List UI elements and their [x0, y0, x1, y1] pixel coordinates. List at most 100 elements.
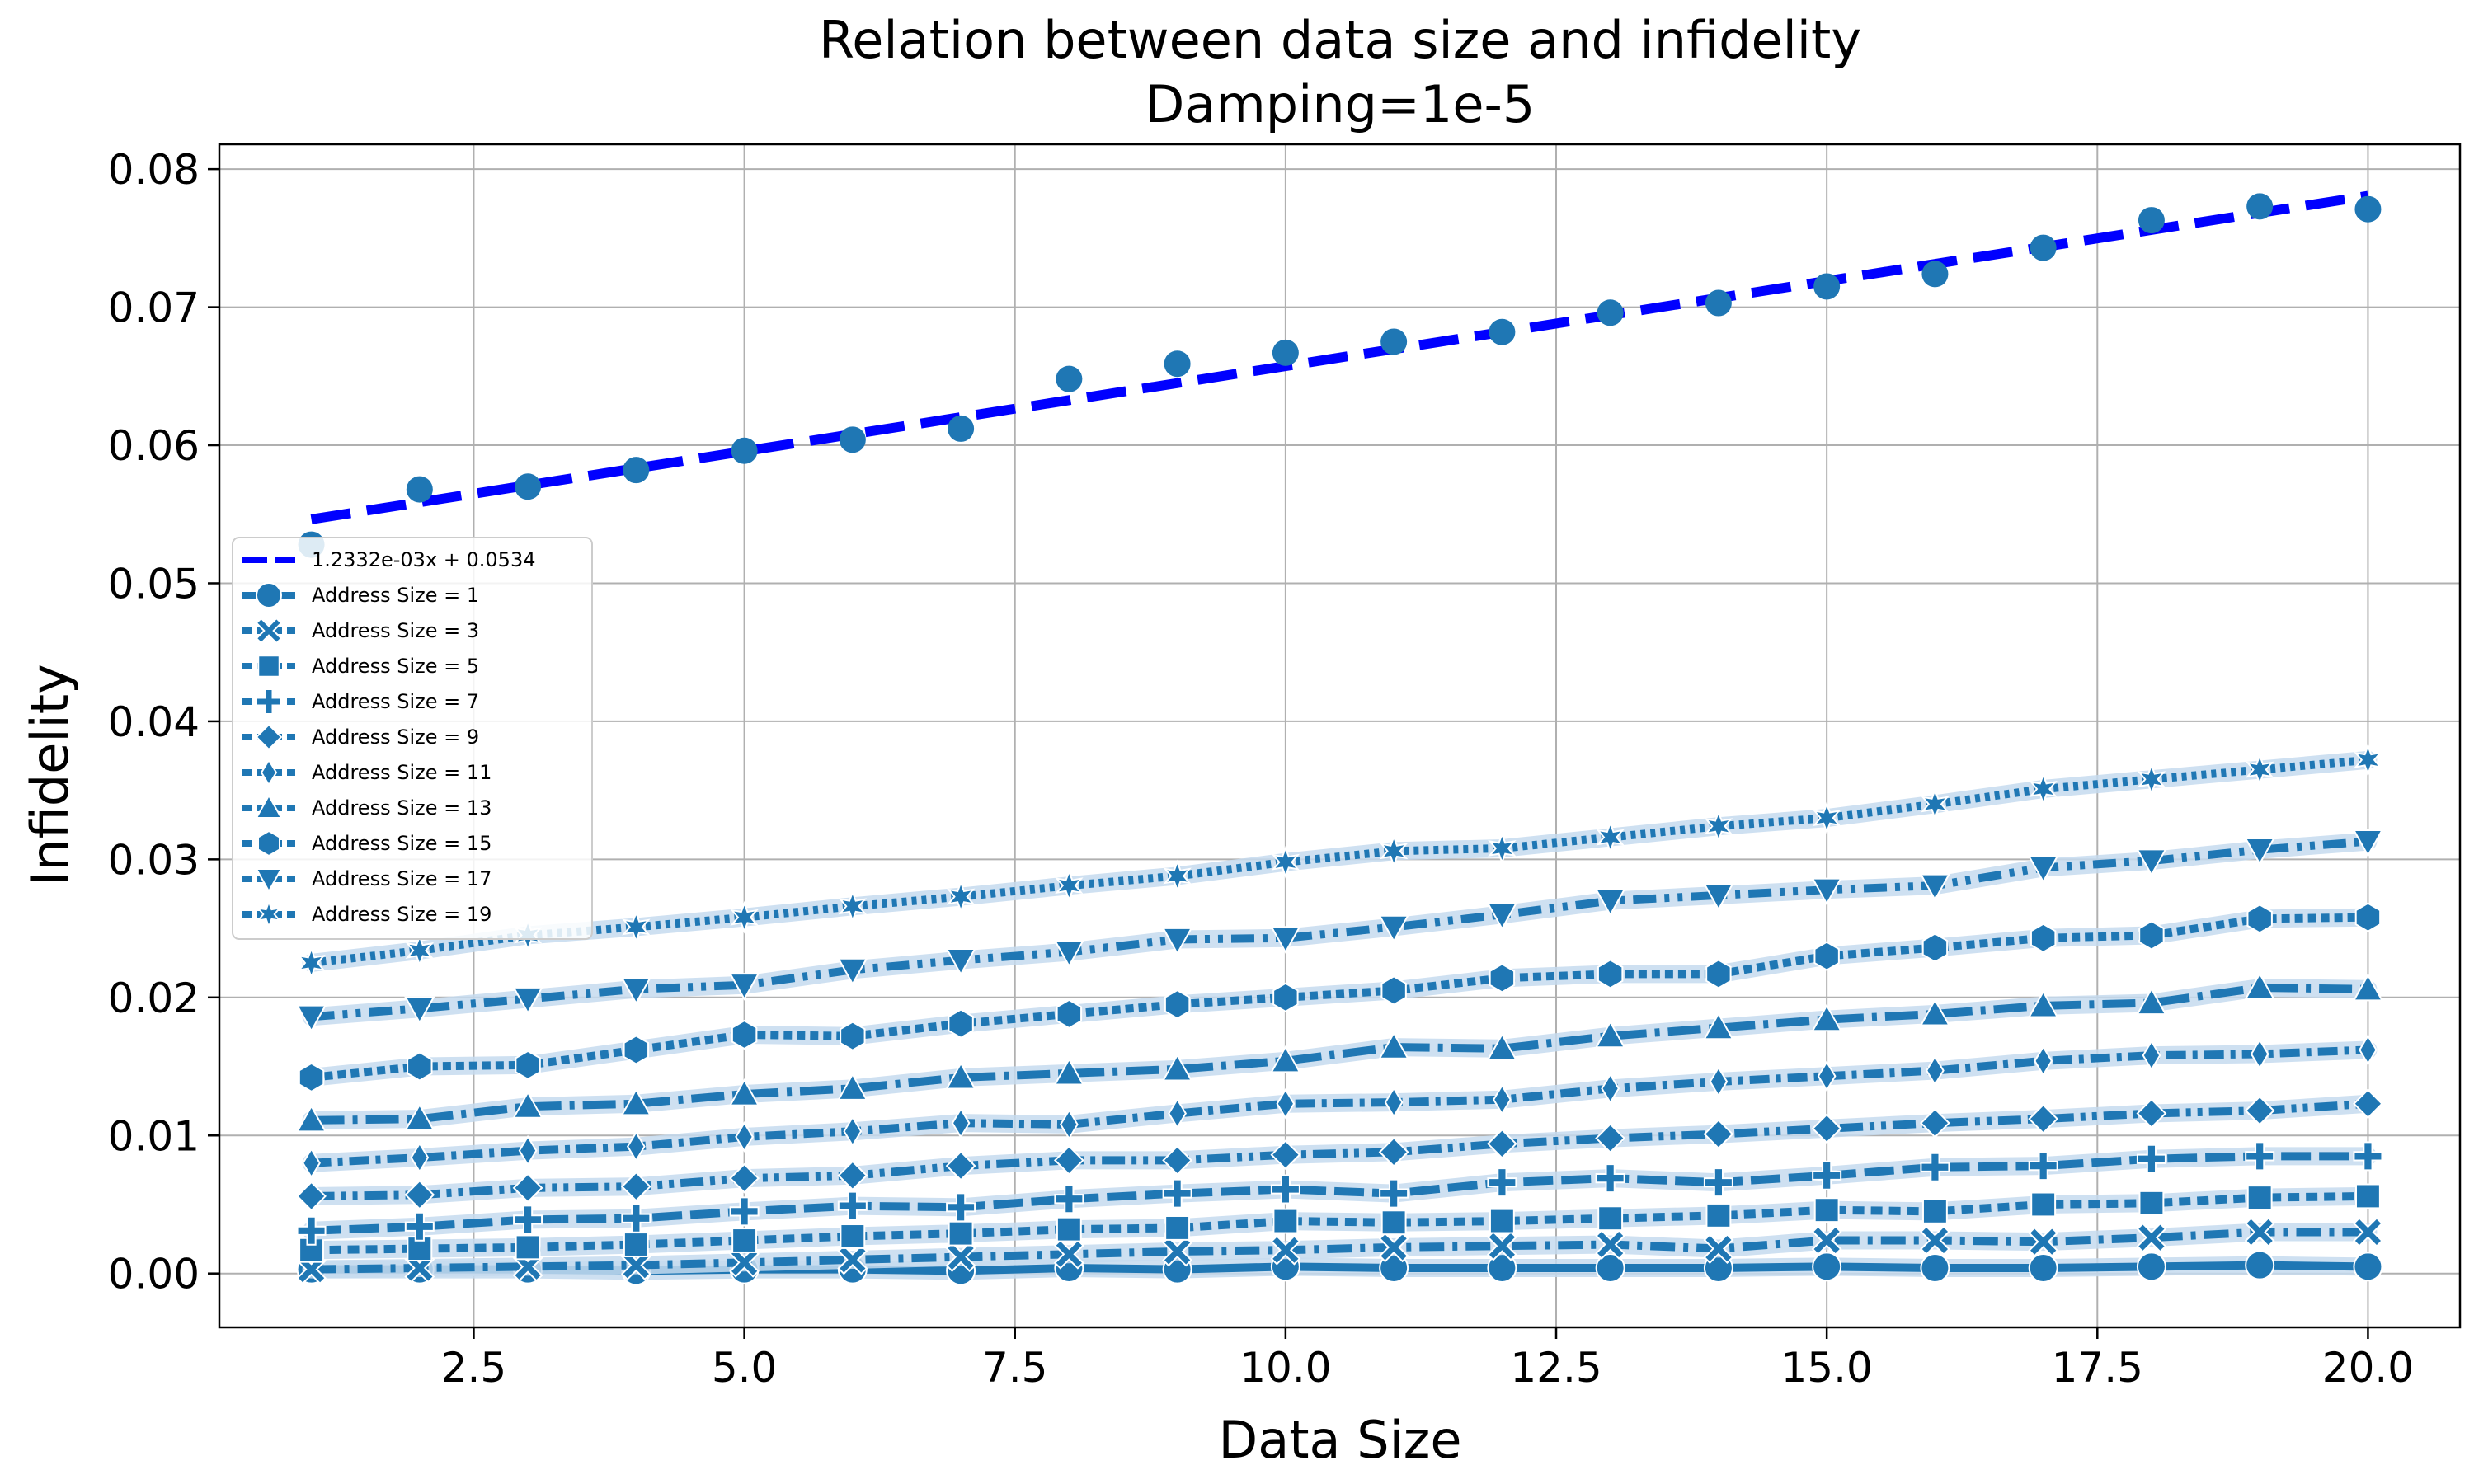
scatter-point	[2246, 193, 2274, 220]
series-point	[1926, 1054, 1945, 1087]
series-address-size-5	[299, 1183, 2381, 1263]
scatter-point	[2354, 195, 2382, 223]
series-point	[2136, 1222, 2167, 1253]
series-point	[1595, 1252, 1625, 1283]
series-point	[2245, 753, 2274, 787]
series-point	[2028, 1252, 2058, 1283]
series-point	[407, 1051, 433, 1082]
series-point	[837, 1073, 868, 1101]
x-tick-label: 10.0	[1239, 1344, 1331, 1392]
series-line	[311, 1191, 2368, 1255]
legend-entry: Address Size = 7	[242, 688, 479, 715]
series-layer	[295, 743, 2384, 1286]
series-point	[731, 1019, 758, 1050]
series-point	[843, 1115, 863, 1148]
series-point	[729, 1162, 760, 1194]
series-point	[1270, 1174, 1300, 1205]
series-point	[1378, 1031, 1409, 1059]
series-point	[946, 1192, 976, 1223]
series-point	[1271, 845, 1300, 879]
scatter-point	[623, 457, 650, 484]
series-point	[2353, 1217, 2383, 1247]
chart-subtitle: Damping=1e-5	[1145, 74, 1536, 134]
series-point	[1595, 1123, 1626, 1154]
series-point	[1164, 989, 1191, 1020]
series-point	[837, 957, 868, 986]
series-point	[1597, 959, 1624, 989]
series-point	[2138, 920, 2165, 951]
series-line	[311, 913, 2368, 1082]
series-point	[945, 1061, 976, 1090]
x-tick-label: 7.5	[982, 1344, 1048, 1392]
series-point	[2245, 1250, 2275, 1280]
legend-label: Address Size = 15	[312, 832, 492, 855]
series-line	[311, 984, 2368, 1125]
legend-entry: Address Size = 9	[242, 723, 479, 751]
series-point	[404, 996, 435, 1025]
series-point	[2250, 1038, 2269, 1070]
series-point	[1053, 1144, 1084, 1176]
series-point	[623, 1232, 649, 1257]
series-point	[1161, 927, 1193, 956]
legend-entry: Address Size = 1	[242, 582, 479, 608]
legend-marker	[260, 758, 278, 787]
series-point	[1703, 883, 1734, 911]
series-point	[2027, 855, 2059, 884]
series-point	[1811, 877, 1842, 906]
legend-entry: Address Size = 11	[242, 758, 492, 787]
y-tick-label: 0.03	[108, 836, 200, 884]
scatter-point	[2030, 234, 2057, 261]
series-point	[2138, 1190, 2165, 1216]
series-point	[404, 1103, 435, 1131]
series-point	[1161, 1053, 1193, 1082]
scatter-point	[948, 415, 975, 442]
series-point	[2028, 1226, 2059, 1257]
scatter-point	[1597, 299, 1624, 326]
y-tick-label: 0.06	[108, 422, 200, 470]
series-point	[1813, 941, 1840, 971]
series-point	[2027, 989, 2059, 1018]
series-point	[1601, 1073, 1620, 1105]
y-axis-ticks: 0.00 0.01 0.02 0.03 0.04 0.05 0.06 0.07 0.08	[108, 146, 219, 1298]
series-point	[1594, 888, 1626, 917]
series-point	[1270, 926, 1301, 954]
series-point	[1596, 820, 1625, 854]
series-point	[404, 1211, 435, 1242]
series-point	[2354, 743, 2382, 777]
series-point	[1921, 932, 1949, 963]
series-point	[1487, 1167, 1517, 1198]
series-point	[1162, 1178, 1192, 1209]
scatter-point	[839, 426, 866, 453]
series-point	[1594, 1020, 1626, 1049]
series-point	[1919, 1107, 1950, 1139]
series-point	[2244, 1095, 2275, 1126]
scatter-point	[1056, 365, 1083, 392]
series-point	[1163, 859, 1192, 893]
series-point	[512, 986, 543, 1015]
series-point	[1811, 1003, 1842, 1032]
series-point	[1705, 1202, 1732, 1228]
scatter-point	[1921, 261, 1949, 288]
y-tick-label: 0.01	[108, 1112, 200, 1160]
y-tick-label: 0.07	[108, 284, 200, 332]
legend-entry: Address Size = 19	[242, 899, 492, 929]
series-point	[1812, 1160, 1842, 1190]
series-point	[296, 1181, 327, 1212]
series-point	[1053, 1057, 1085, 1086]
series-point	[621, 1203, 651, 1233]
y-tick-label: 0.02	[108, 974, 200, 1022]
series-point	[2354, 902, 2382, 932]
series-point	[1486, 1128, 1517, 1159]
series-point	[2030, 923, 2057, 953]
series-point	[1055, 869, 1084, 903]
series-point	[1162, 1144, 1193, 1176]
series-point	[515, 1050, 541, 1081]
series-point	[1059, 1108, 1079, 1140]
series-point	[2034, 1045, 2053, 1077]
series-point	[1270, 1045, 1301, 1073]
series-point	[1493, 1083, 1512, 1115]
series-point	[1812, 1252, 1842, 1282]
series-point	[2245, 1141, 2275, 1172]
series-point	[837, 1160, 868, 1191]
